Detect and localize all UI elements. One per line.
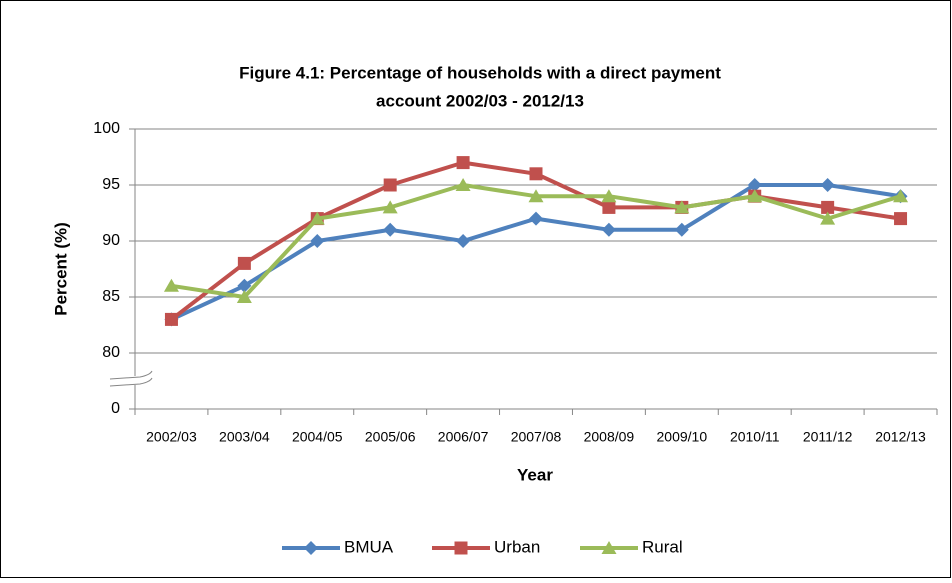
legend-marker [304, 541, 318, 555]
legend-marker [601, 541, 617, 554]
y-tick-label: 100 [93, 120, 120, 137]
x-tick-label: 2006/07 [438, 429, 489, 445]
data-point [310, 234, 325, 248]
y-axis-label: Percent (%) [51, 222, 70, 316]
data-point [237, 256, 251, 270]
data-point [455, 178, 471, 191]
x-tick-label: 2009/10 [657, 429, 708, 445]
data-point [601, 189, 617, 203]
x-tick-label: 2003/04 [219, 429, 270, 445]
x-tick-label: 2011/12 [803, 429, 853, 445]
data-point [674, 200, 690, 214]
data-point [383, 178, 397, 192]
data-point [747, 178, 762, 192]
x-tick-label: 2007/08 [511, 429, 562, 445]
data-point [382, 200, 398, 214]
x-tick-label: 2005/06 [365, 429, 416, 445]
data-point [237, 278, 252, 293]
data-point [674, 222, 689, 237]
legend-label: BMUA [344, 537, 394, 556]
data-point [163, 278, 179, 292]
x-tick-label: 2002/03 [146, 429, 197, 445]
axis-break [109, 377, 153, 387]
data-point [529, 211, 543, 226]
legend-marker [454, 541, 468, 555]
data-point [747, 189, 763, 203]
chart-title: account 2002/03 - 2012/13 [376, 91, 584, 110]
data-point [894, 212, 908, 226]
data-point [456, 234, 471, 248]
data-point [821, 200, 835, 214]
axis-break [109, 370, 153, 380]
y-tick-label: 0 [111, 400, 120, 417]
x-tick-label: 2008/09 [584, 429, 635, 445]
data-point [820, 178, 835, 192]
data-point [528, 189, 544, 203]
data-point [383, 222, 398, 237]
y-tick-label: 90 [102, 232, 120, 249]
x-axis-label: Year [517, 465, 553, 484]
data-point [602, 200, 616, 214]
y-tick-label: 95 [102, 176, 120, 193]
y-tick-label: 80 [102, 344, 120, 361]
x-tick-label: 2004/05 [292, 429, 343, 445]
x-tick-label: 2010/11 [730, 429, 780, 445]
data-point [236, 290, 252, 303]
data-point [820, 211, 836, 225]
data-point [456, 156, 470, 170]
x-tick-label: 2012/13 [875, 429, 926, 445]
data-point [164, 312, 178, 326]
data-point [529, 167, 543, 181]
chart-title: Figure 4.1: Percentage of households wit… [239, 63, 721, 82]
legend-label: Rural [642, 537, 683, 556]
y-tick-label: 85 [102, 288, 120, 305]
data-point [601, 222, 616, 237]
data-point [893, 189, 909, 203]
data-point [309, 211, 325, 225]
axis-break-gap [108, 376, 152, 385]
legend-label: Urban [494, 537, 540, 556]
